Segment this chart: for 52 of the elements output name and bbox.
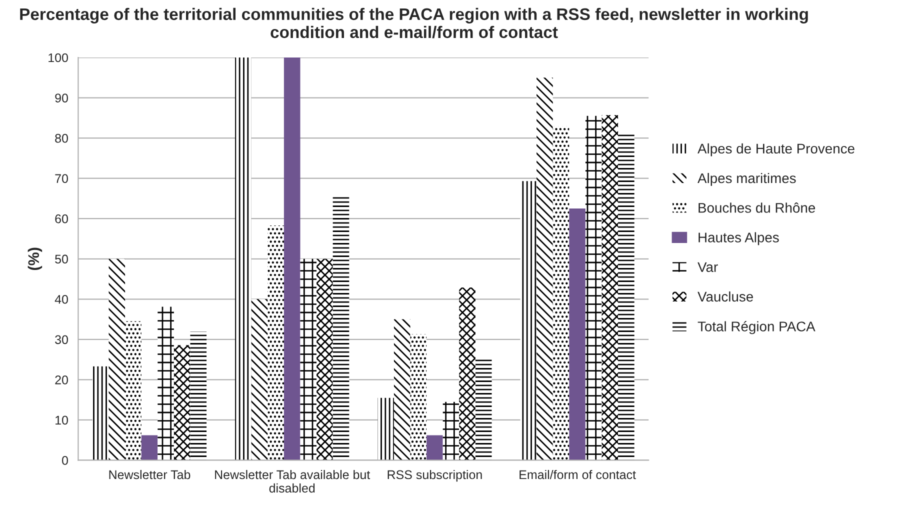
bar [251,299,268,460]
legend-label: Bouches du Rhône [698,202,816,213]
bar [602,115,618,460]
bar [174,345,190,460]
y-tick-label: 0 [62,456,68,465]
bar [92,366,109,460]
bar [108,258,126,460]
bar [300,258,317,460]
bar [378,398,394,460]
bar [158,306,174,460]
legend-label: Hautes Alpes [698,232,779,246]
legend-label: Total Région PACA [698,321,816,334]
bar [125,321,142,460]
bar [284,58,300,460]
chart-title: Percentage of the territorial communities of the PACA region with a RSS feed, newsletter in working condition and e-mail/form of contact [20,8,808,38]
legend-label: Vaucluse [698,291,753,302]
bar [316,258,333,460]
bar [268,225,284,460]
bar [459,287,476,460]
legend-label: Var [698,262,718,272]
y-tick-label: 40 [54,294,68,304]
y-tick-label: 20 [55,376,68,384]
legend-label: Alpes maritimes [698,172,796,186]
y-tick-label: 60 [55,214,68,224]
bar [585,116,602,460]
y-tick-label: 30 [55,335,68,344]
y-tick-label: 70 [55,174,68,183]
bar [520,181,537,460]
bar [569,208,586,460]
bar [442,402,460,460]
legend-label: Alpes de Haute Provence [698,143,854,156]
y-tick-label: 100 [48,53,68,62]
x-tick-label: Newsletter Tab [109,470,190,480]
y-tick-label: 80 [55,134,68,143]
y-tick-label: 90 [55,94,68,102]
bar [552,126,570,460]
y-tick-label: 10 [56,416,68,425]
bar [332,196,350,460]
bar [536,78,553,460]
bar [410,334,427,460]
bar [394,319,410,460]
bar [235,58,252,460]
bar [618,132,634,460]
x-tick-label: Newsletter Tab available but disabled [215,470,370,493]
y-axis-title: (%) [28,248,42,270]
y-tick-label: 50 [55,254,68,264]
bar [190,332,207,460]
bar [475,358,492,460]
x-tick-label: RSS subscription [388,470,482,482]
bar [426,435,443,460]
bar [141,435,158,460]
x-tick-label: Email/form of contact [520,470,636,480]
